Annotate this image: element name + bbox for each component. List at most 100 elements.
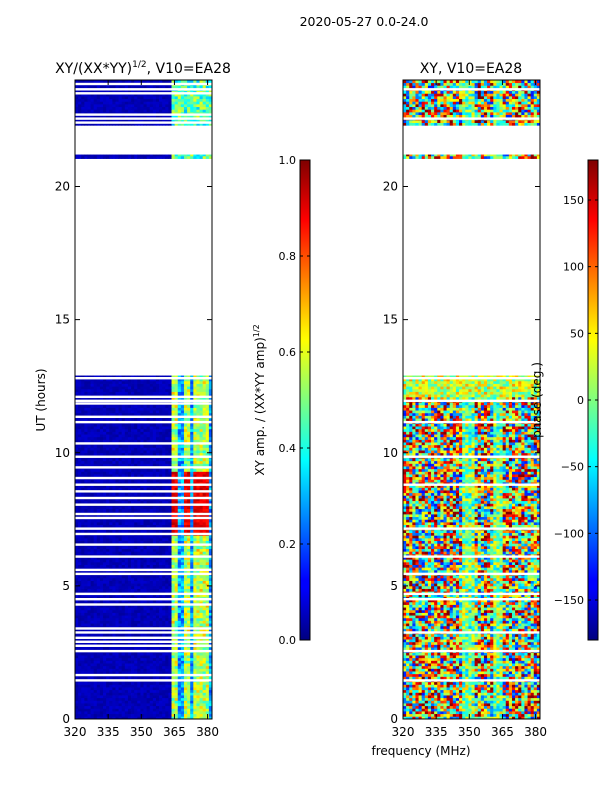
amplitude-heatmap-cell	[109, 508, 113, 512]
amplitude-heatmap-cell	[168, 623, 172, 627]
amplitude-heatmap-cell	[115, 484, 119, 488]
amplitude-heatmap-cell	[196, 575, 200, 579]
amplitude-heatmap-cell	[196, 431, 200, 435]
amplitude-heatmap-cell	[106, 458, 110, 462]
amplitude-heatmap-cell	[127, 708, 132, 712]
amplitude-heatmap-cell	[137, 551, 141, 555]
amplitude-heatmap-cell	[180, 599, 185, 603]
amplitude-heatmap-cell	[187, 599, 191, 603]
amplitude-heatmap-cell	[99, 660, 104, 664]
amplitude-heatmap-cell	[96, 609, 101, 613]
amplitude-heatmap-cell	[146, 676, 151, 680]
amplitude-heatmap-cell	[183, 665, 188, 669]
amplitude-heatmap-cell	[103, 705, 107, 709]
amplitude-heatmap-cell	[146, 713, 151, 717]
amplitude-heatmap-cell	[118, 580, 123, 584]
amplitude-heatmap-cell	[174, 439, 179, 443]
amplitude-heatmap-cell	[149, 585, 154, 589]
amplitude-heatmap-cell	[199, 684, 204, 688]
amplitude-heatmap-cell	[87, 697, 91, 701]
amplitude-heatmap-cell	[96, 689, 101, 693]
amplitude-heatmap-cell	[196, 458, 200, 462]
amplitude-heatmap-cell	[180, 484, 185, 488]
amplitude-heatmap-cell	[199, 668, 204, 672]
amplitude-heatmap-cell	[155, 559, 160, 563]
amplitude-heatmap-cell	[127, 663, 132, 667]
amplitude-heatmap-cell	[78, 521, 82, 526]
amplitude-heatmap-cell	[115, 687, 119, 691]
amplitude-heatmap-cell	[137, 521, 141, 526]
amplitude-heatmap-cell	[106, 548, 110, 552]
amplitude-heatmap-cell	[81, 583, 85, 587]
amplitude-heatmap-cell	[180, 623, 185, 627]
amplitude-heatmap-cell	[109, 623, 113, 627]
amplitude-heatmap-cell	[143, 716, 148, 719]
amplitude-heatmap-cell	[208, 713, 212, 717]
amplitude-heatmap-cell	[84, 676, 88, 680]
amplitude-heatmap-cell	[155, 588, 160, 592]
amplitude-heatmap-cell	[174, 500, 179, 504]
amplitude-heatmap-cell	[87, 479, 91, 483]
amplitude-heatmap-cell	[87, 519, 91, 523]
amplitude-heatmap-cell	[168, 711, 172, 715]
amplitude-heatmap-cell	[137, 687, 141, 691]
amplitude-heatmap-cell	[87, 439, 91, 443]
amplitude-heatmap-cell	[115, 641, 119, 645]
amplitude-heatmap-cell	[109, 498, 113, 502]
amplitude-heatmap-cell	[84, 695, 88, 699]
amplitude-heatmap-cell	[171, 705, 176, 709]
amplitude-heatmap-cell	[121, 657, 126, 661]
amplitude-heatmap-cell	[205, 484, 210, 488]
amplitude-heatmap-cell	[196, 559, 200, 563]
amplitude-heatmap-cell	[190, 428, 194, 432]
amplitude-heatmap-cell	[84, 431, 88, 435]
amplitude-heatmap-cell	[143, 684, 148, 688]
amplitude-heatmap-cell	[84, 593, 88, 597]
amplitude-heatmap-cell	[81, 633, 85, 637]
amplitude-heatmap-cell	[165, 681, 169, 685]
amplitude-heatmap-cell	[193, 647, 197, 651]
amplitude-heatmap-cell	[174, 681, 179, 685]
amplitude-heatmap-cell	[190, 444, 194, 448]
amplitude-heatmap-cell	[106, 428, 110, 432]
amplitude-heatmap-cell	[106, 689, 110, 693]
amplitude-heatmap-cell	[208, 665, 212, 669]
amplitude-heatmap-cell	[187, 423, 191, 427]
amplitude-heatmap-cell	[208, 703, 212, 707]
amplitude-heatmap-cell	[168, 569, 172, 573]
amplitude-heatmap-cell	[140, 580, 144, 584]
amplitude-heatmap-cell	[196, 444, 200, 448]
amplitude-heatmap-cell	[208, 692, 212, 696]
amplitude-heatmap-cell	[109, 447, 113, 451]
amplitude-heatmap-cell	[162, 484, 166, 488]
amplitude-heatmap-cell	[159, 521, 163, 526]
amplitude-heatmap-cell	[199, 569, 204, 573]
amplitude-heatmap-cell	[118, 521, 123, 526]
amplitude-heatmap-cell	[162, 506, 166, 510]
amplitude-heatmap-cell	[140, 551, 144, 555]
amplitude-heatmap-cell	[124, 569, 129, 573]
amplitude-heatmap-cell	[196, 487, 200, 491]
amplitude-heatmap-cell	[103, 460, 107, 464]
amplitude-heatmap-cell	[199, 444, 204, 448]
amplitude-heatmap-cell	[93, 580, 98, 584]
amplitude-heatmap-cell	[159, 468, 163, 472]
amplitude-heatmap-cell	[99, 431, 104, 435]
amplitude-heatmap-cell	[202, 436, 207, 440]
amplitude-heatmap-cell	[109, 463, 113, 467]
amplitude-heatmap-cell	[162, 607, 166, 611]
amplitude-heatmap-cell	[84, 668, 88, 672]
amplitude-heatmap-cell	[121, 500, 126, 504]
amplitude-heatmap-cell	[99, 506, 104, 510]
amplitude-heatmap-cell	[155, 484, 160, 488]
amplitude-heatmap-cell	[137, 561, 141, 565]
amplitude-heatmap-cell	[155, 700, 160, 704]
amplitude-heatmap-cell	[124, 692, 129, 696]
amplitude-heatmap-cell	[137, 479, 141, 483]
amplitude-heatmap-cell	[127, 436, 132, 440]
amplitude-heatmap-cell	[190, 551, 194, 555]
amplitude-heatmap-cell	[208, 484, 212, 488]
amplitude-heatmap-cell	[84, 447, 88, 451]
amplitude-heatmap-cell	[155, 628, 160, 632]
amplitude-heatmap-cell	[149, 660, 154, 664]
